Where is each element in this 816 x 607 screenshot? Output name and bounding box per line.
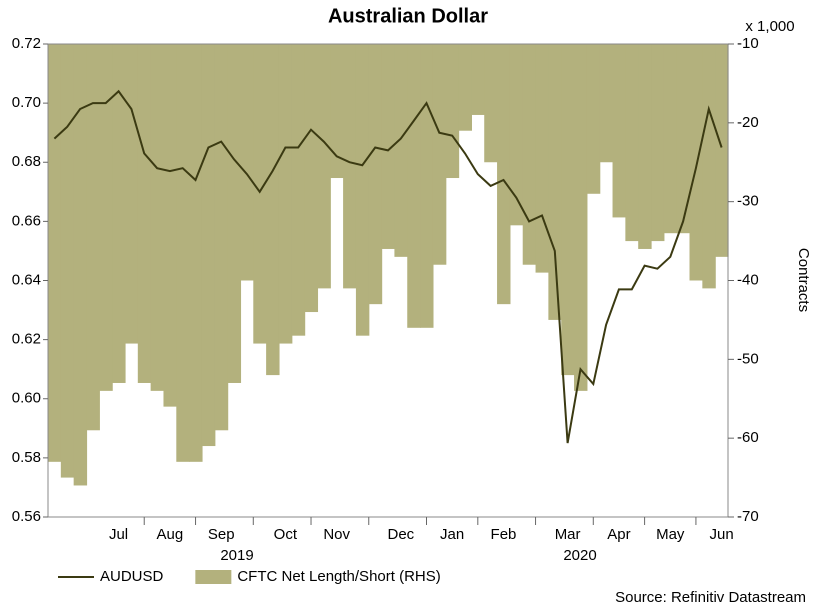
area-step xyxy=(612,44,626,218)
area-step xyxy=(394,44,408,257)
area-step xyxy=(137,44,152,383)
area-step xyxy=(702,44,716,289)
area-step xyxy=(99,44,113,391)
area-step xyxy=(304,44,319,313)
area-step xyxy=(651,44,665,242)
area-step xyxy=(330,44,344,179)
x-tick-label: Jan xyxy=(440,526,464,543)
y2-axis-label: Contracts xyxy=(795,248,812,312)
legend-label: CFTC Net Length/Short (RHS) xyxy=(237,568,440,585)
area-step xyxy=(663,44,678,234)
y-tick-label: 0.58 xyxy=(12,449,41,466)
area-step xyxy=(381,44,396,249)
area-step xyxy=(355,44,370,336)
area-step xyxy=(420,44,434,328)
area-step xyxy=(253,44,267,344)
y2-tick-label: -50 xyxy=(737,350,759,367)
x-tick-label: Jul xyxy=(109,526,128,543)
year-label: 2020 xyxy=(563,547,596,564)
area-step xyxy=(124,44,139,344)
area-step xyxy=(176,44,190,462)
area-step xyxy=(458,44,472,131)
area-step xyxy=(163,44,177,407)
area-step xyxy=(574,44,588,391)
area-step xyxy=(471,44,485,115)
y-tick-label: 0.70 xyxy=(12,94,41,111)
x-tick-label: Oct xyxy=(274,526,298,543)
area-step xyxy=(291,44,306,336)
y-tick-label: 0.56 xyxy=(12,508,41,525)
y-tick-label: 0.60 xyxy=(12,390,41,407)
y2-tick-label: -40 xyxy=(737,271,759,288)
area-step xyxy=(445,44,460,179)
y-tick-label: 0.66 xyxy=(12,212,41,229)
area-step xyxy=(548,44,562,320)
area-step xyxy=(509,44,524,226)
x-tick-label: May xyxy=(656,526,685,543)
area-step xyxy=(150,44,165,391)
area-step xyxy=(432,44,447,265)
area-step xyxy=(535,44,549,273)
legend-label: AUDUSD xyxy=(100,568,164,585)
source: Source: Refinitiv Datastream xyxy=(615,589,806,606)
y2-tick-label: -20 xyxy=(737,114,759,131)
area-step xyxy=(73,44,88,486)
y2-tick-label: -60 xyxy=(737,429,759,446)
x-tick-label: Mar xyxy=(555,526,581,543)
x-tick-label: Aug xyxy=(157,526,184,543)
x-tick-label: Jun xyxy=(709,526,733,543)
area-step xyxy=(407,44,421,328)
y-tick-label: 0.62 xyxy=(12,331,41,348)
y2-tick-label: -70 xyxy=(737,508,759,525)
x-tick-label: Apr xyxy=(607,526,630,543)
y-tick-label: 0.72 xyxy=(12,35,41,52)
area-step xyxy=(676,44,691,234)
x-tick-label: Nov xyxy=(323,526,350,543)
x-tick-label: Dec xyxy=(387,526,414,543)
area-step xyxy=(522,44,537,265)
area-step xyxy=(586,44,601,194)
area-step xyxy=(484,44,498,163)
x-tick-label: Feb xyxy=(491,526,517,543)
legend-swatch xyxy=(195,570,232,584)
area-step xyxy=(227,44,242,383)
y2-tick-label: -10 xyxy=(737,35,759,52)
y-tick-label: 0.64 xyxy=(12,271,41,288)
area-step xyxy=(201,44,216,447)
area-step xyxy=(599,44,614,163)
area-step xyxy=(497,44,511,305)
area-step xyxy=(214,44,229,431)
area-step xyxy=(189,44,203,462)
area-step xyxy=(86,44,100,431)
area-step xyxy=(317,44,331,289)
area-step xyxy=(278,44,293,344)
y2-unit: x 1,000 xyxy=(745,18,794,35)
area-step xyxy=(48,44,62,462)
y-tick-label: 0.68 xyxy=(12,153,41,170)
area-step xyxy=(240,44,254,281)
area-step xyxy=(112,44,126,383)
area-step xyxy=(715,44,729,257)
area-step xyxy=(343,44,357,289)
line xyxy=(53,89,723,444)
year-label: 2019 xyxy=(220,547,253,564)
area-step xyxy=(625,44,639,242)
area-step xyxy=(638,44,652,249)
area-step xyxy=(561,44,575,376)
y2-tick-label: -30 xyxy=(737,193,759,210)
area-step xyxy=(368,44,383,305)
chart-title: Australian Dollar xyxy=(328,5,488,27)
area-step xyxy=(60,44,75,478)
area-step xyxy=(266,44,280,376)
x-tick-label: Sep xyxy=(208,526,235,543)
